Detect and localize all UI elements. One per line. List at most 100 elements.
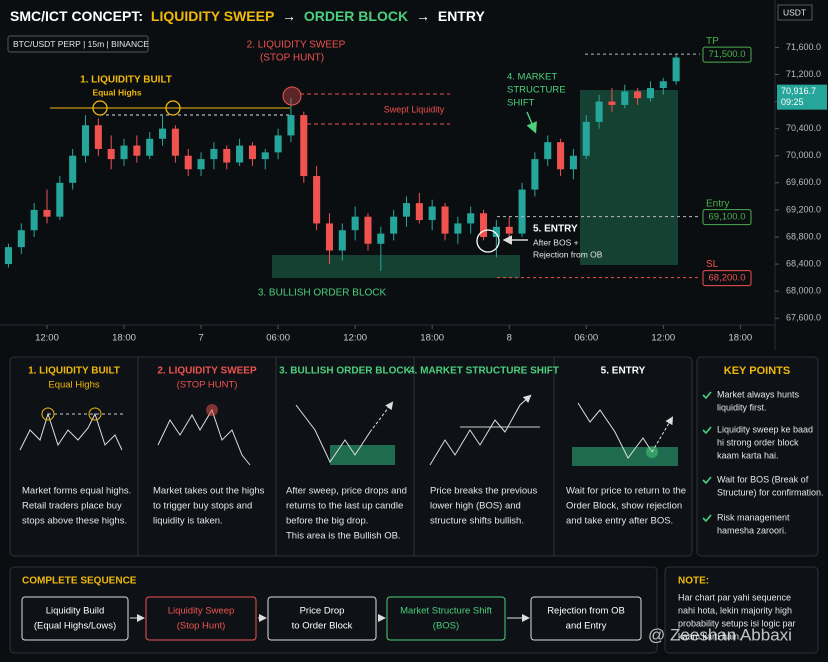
x-tick-label: 06:00 [266, 333, 290, 344]
candle-body [428, 206, 436, 221]
card-text: liquidity is taken. [153, 516, 223, 527]
annotation: (STOP HUNT) [260, 53, 324, 64]
illustration [330, 445, 395, 465]
annotation: STRUCTURE [507, 85, 566, 96]
candle-body [197, 159, 205, 170]
annotation: Equal Highs [92, 87, 141, 97]
step-box [267, 596, 377, 641]
step-text: to Order Block [292, 621, 353, 632]
candle-body [133, 145, 141, 156]
illustration [572, 447, 678, 466]
annotation: After BOS + [533, 237, 579, 247]
key-point: hamesha zaroori. [717, 525, 787, 535]
step-text: Price Drop [300, 606, 345, 617]
card-subtitle: (STOP HUNT) [177, 380, 238, 391]
equal-high-marker [165, 100, 181, 116]
entry-marker [476, 229, 500, 253]
x-tick-label: 12:00 [343, 333, 367, 344]
candle-body [402, 203, 411, 217]
step-text: and Entry [566, 621, 607, 632]
key-point: Risk management [717, 512, 790, 522]
symbol-box [7, 35, 149, 53]
order-block-zone [272, 255, 520, 278]
step-box [386, 596, 506, 641]
key-point: Market always hunts [717, 389, 800, 399]
y-tick-label: 69,200.0 [786, 204, 821, 214]
x-tick-label: 18:00 [112, 333, 136, 344]
check [702, 426, 712, 435]
illustration [41, 407, 55, 421]
step-text: (Equal Highs/Lows) [34, 621, 116, 632]
level-box [702, 270, 752, 287]
step-text: (Stop Hunt) [177, 621, 226, 632]
x-tick-label: 18:00 [420, 333, 444, 344]
level-name: SL [706, 259, 719, 270]
note-text: nahi hota, lekin majority high [678, 605, 792, 615]
candle-body [544, 142, 552, 160]
illustration [88, 407, 102, 421]
card-text: Retail traders place buy [22, 501, 122, 512]
candle-body [69, 155, 77, 183]
card-text: Wait for price to return to the [566, 486, 686, 497]
candle-body [364, 216, 372, 244]
illustration [429, 394, 532, 466]
card-text: before the big drop. [286, 516, 368, 527]
candle-body [634, 91, 642, 99]
card-text: This area is the Bullish OB. [286, 531, 401, 542]
candle-body [582, 121, 590, 156]
candle-body [184, 155, 192, 170]
candle-body [107, 148, 115, 160]
key-points-title: KEY POINTS [724, 365, 790, 377]
candle-body [81, 125, 90, 156]
illustration [651, 416, 674, 453]
title-part: ORDER BLOCK [304, 8, 408, 24]
title: SMC/ICT CONCEPT: LIQUIDITY SWEEP → ORDER… [10, 8, 485, 24]
card-title: 1. LIQUIDITY BUILT [28, 366, 120, 377]
step-text: (BOS) [433, 621, 459, 632]
level-value: 68,200.0 [709, 273, 746, 284]
level-box [702, 46, 752, 63]
candle-body [30, 209, 38, 231]
key-point: Wait for BOS (Break of [717, 474, 809, 484]
x-tick-label: 7 [198, 333, 203, 344]
unit: USDT [783, 7, 806, 17]
candle-body [505, 226, 513, 234]
check [702, 391, 712, 400]
step-box [21, 596, 129, 641]
watermark: @ Zeeshan Abbaxi [648, 625, 792, 644]
annotation: SHIFT [507, 98, 535, 109]
candle-body [351, 216, 359, 231]
y-tick-label: 68,800.0 [786, 231, 821, 241]
y-tick-label: 68,000.0 [786, 286, 821, 296]
step-box [145, 596, 257, 641]
key-point: Structure) for confirmation. [717, 487, 824, 497]
x-tick-label: 06:00 [574, 333, 598, 344]
level-name: Entry [706, 198, 729, 209]
candle-body [248, 145, 256, 160]
level-value: 69,100.0 [709, 212, 746, 223]
step-text: Rejection from OB [547, 606, 625, 617]
note-text: kaam karti hain. [678, 631, 742, 641]
last-price-tag [777, 84, 827, 110]
candle-body [531, 159, 539, 190]
position-zone [580, 90, 678, 265]
candle-body [4, 247, 13, 265]
card-title: 4. MARKET STRUCTURE SHIFT [409, 366, 559, 377]
candle-body [287, 115, 295, 136]
candle-body [171, 128, 179, 156]
key-point: kaam karta hai. [717, 450, 779, 460]
illustration [157, 408, 251, 466]
candle-body [415, 203, 423, 221]
candle-body [672, 57, 680, 82]
candle-body [300, 115, 308, 177]
step-text: Market Structure Shift [400, 606, 492, 617]
sequence-title: COMPLETE SEQUENCE [22, 576, 137, 587]
annotation: 1. LIQUIDITY BUILT [80, 75, 172, 86]
last-price: 70,916.7 [781, 86, 816, 96]
equal-high-marker [92, 100, 108, 116]
key-point: liquidity first. [717, 402, 767, 412]
card-title: 3. BULLISH ORDER BLOCK [279, 366, 411, 377]
key-points-panel [696, 356, 819, 557]
candle-body [390, 216, 398, 234]
